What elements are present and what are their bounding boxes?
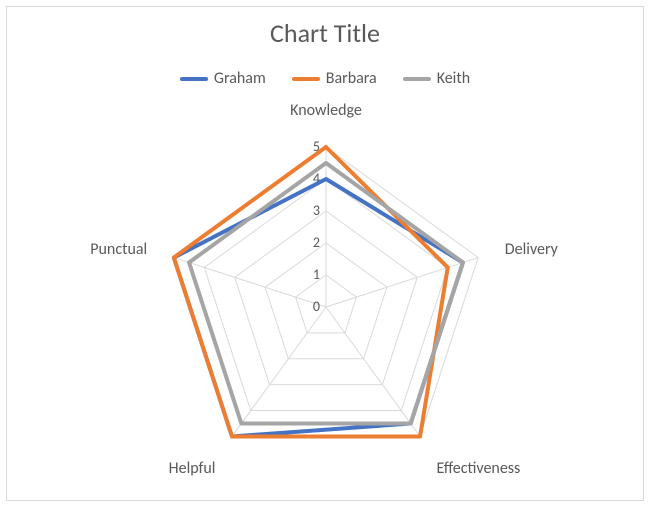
grid-spoke xyxy=(326,307,420,436)
chart-area: Chart Title GrahamBarbaraKeith 012345Kno… xyxy=(6,6,644,501)
axis-tick-label: 1 xyxy=(313,266,320,283)
category-label-punctual: Punctual xyxy=(90,240,147,259)
category-label-delivery: Delivery xyxy=(505,240,559,259)
category-label-helpful: Helpful xyxy=(169,459,216,478)
category-label-effectiveness: Effectiveness xyxy=(437,459,521,478)
grid-spoke xyxy=(232,307,326,436)
chart-frame: Chart Title GrahamBarbaraKeith 012345Kno… xyxy=(0,0,650,507)
radar-plot: 012345KnowledgeDeliveryEffectivenessHelp… xyxy=(7,7,645,502)
category-label-knowledge: Knowledge xyxy=(290,101,362,120)
axis-tick-label: 2 xyxy=(313,234,320,251)
axis-tick-label: 0 xyxy=(313,298,320,315)
axis-tick-label: 3 xyxy=(313,202,320,219)
